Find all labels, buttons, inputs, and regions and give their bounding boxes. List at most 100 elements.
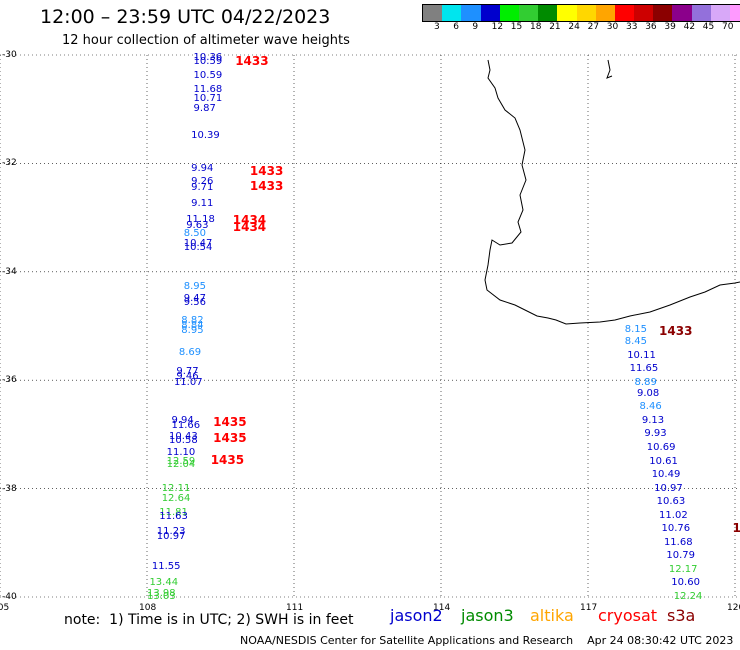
wave-height-value: 12.17 — [668, 563, 698, 575]
wave-height-value: 10.11 — [627, 349, 656, 361]
color-swatch — [442, 5, 462, 21]
wave-height-value: 10.36 — [193, 51, 223, 63]
longitude-label: 120 — [727, 603, 740, 613]
wave-height-value: 10.49 — [651, 469, 681, 481]
wave-height-value: 10.69 — [646, 441, 676, 453]
pass-time-label: 1433 — [732, 520, 740, 535]
graticule — [0, 54, 740, 598]
color-legend-label: 21 — [549, 22, 561, 32]
longitude-label: 117 — [580, 603, 598, 613]
color-legend-label: 39 — [664, 22, 676, 32]
color-legend-label: 70 — [722, 22, 734, 32]
latitude-label: -34 — [2, 266, 17, 277]
wave-height-value: 9.63 — [186, 219, 209, 231]
wave-height-value: 11.55 — [151, 561, 181, 573]
wave-height-value: 11.68 — [663, 536, 693, 548]
longitude-label: 111 — [286, 603, 304, 613]
pass-time-label: 1434 — [232, 212, 267, 227]
wave-height-value: 10.59 — [193, 69, 223, 81]
footnote: note: 1) Time is in UTC; 2) SWH is in fe… — [64, 612, 354, 628]
wave-height-value: 13.03 — [147, 591, 176, 602]
latitude-label: -38 — [2, 483, 17, 494]
color-swatch — [538, 5, 558, 21]
wave-height-value: 12.04 — [166, 459, 196, 471]
longitude-label: 105 — [0, 603, 10, 613]
credit-line: NOAA/NESDIS Center for Satellite Applica… — [240, 634, 734, 647]
pass-time-label: 1435 — [213, 414, 247, 429]
pass-time-label: 1435 — [210, 452, 245, 467]
wave-height-value: 11.02 — [659, 509, 688, 521]
color-legend-label: 33 — [626, 22, 638, 32]
coastline-inlet — [606, 59, 613, 79]
wave-height-value: 9.56 — [183, 297, 207, 309]
color-legend-label: 6 — [453, 22, 459, 32]
pass-time-label: 1433 — [235, 54, 269, 69]
wave-height-value: 9.87 — [193, 103, 216, 115]
color-legend-label: 18 — [530, 22, 542, 32]
color-swatch — [480, 5, 500, 21]
color-swatch — [518, 5, 539, 21]
wave-height-value: 8.89 — [634, 376, 657, 388]
color-legend-label: 27 — [587, 22, 600, 32]
color-legend-label: 12 — [491, 22, 504, 32]
page-subtitle: 12 hour collection of altimeter wave hei… — [62, 33, 350, 48]
color-swatch — [672, 5, 692, 21]
wave-height-value: 10.97 — [156, 531, 186, 543]
latitude-label: -30 — [2, 50, 17, 60]
coastline — [484, 59, 740, 325]
wave-height-value: 9.46 — [176, 371, 199, 383]
wave-height-value: 8.84 — [181, 320, 204, 331]
wave-height-value: 9.94 — [171, 414, 194, 426]
wave-height-value: 10.71 — [193, 93, 223, 105]
pass-time-label: 1434 — [232, 219, 267, 234]
satellite-legend-altika: altika — [530, 606, 574, 625]
latitude-label: -32 — [2, 158, 17, 169]
color-legend-label: 3 — [434, 22, 440, 32]
wave-height-value: 9.11 — [191, 198, 214, 210]
color-legend-label: 24 — [568, 22, 580, 32]
color-legend-bar — [422, 4, 740, 22]
wave-height-value: 12.24 — [673, 591, 703, 602]
wave-height-value: 9.08 — [637, 387, 660, 399]
wave-height-value: 11.81 — [159, 506, 188, 518]
wave-height-value: 12.11 — [161, 482, 191, 494]
wave-height-value: 10.60 — [671, 577, 700, 589]
color-swatch — [634, 5, 654, 21]
wave-height-value: 9.47 — [183, 292, 207, 304]
color-legend-label: 30 — [606, 22, 619, 32]
latitude-label: -40 — [2, 592, 17, 602]
wave-height-value: 8.95 — [181, 325, 204, 337]
color-swatch — [614, 5, 635, 21]
wave-height-value: 11.68 — [193, 84, 223, 96]
wave-height-value: 8.15 — [624, 324, 648, 336]
color-swatch — [691, 5, 711, 21]
color-swatch — [730, 5, 740, 21]
wave-height-value: 10.61 — [649, 455, 678, 467]
wave-height-value: 9.71 — [191, 181, 214, 193]
wave-height-value: 8.50 — [183, 227, 207, 239]
wave-height-value: 10.79 — [666, 550, 696, 562]
color-legend-label: 15 — [510, 22, 523, 32]
wave-height-value: 8.46 — [639, 401, 662, 413]
pass-time-label: 1433 — [249, 179, 284, 194]
wave-height-value: 13.44 — [149, 577, 179, 589]
color-swatch — [653, 5, 673, 21]
color-swatch — [595, 5, 615, 21]
page-title: 12:00 – 23:59 UTC 04/22/2023 — [40, 6, 331, 28]
color-swatch — [423, 5, 443, 21]
satellite-legend-cryosat: cryosat — [598, 606, 658, 625]
longitude-label: 108 — [139, 603, 157, 613]
wave-height-value: 10.54 — [183, 242, 213, 254]
wave-height-value: 10.63 — [656, 496, 686, 508]
wave-height-value: 12.59 — [166, 455, 196, 467]
wave-height-value: 12.64 — [161, 493, 191, 505]
wave-height-value: 9.93 — [644, 428, 667, 440]
color-swatch — [557, 5, 577, 21]
wave-height-value: 11.10 — [166, 447, 196, 459]
wave-height-value: 11.66 — [171, 420, 201, 432]
satellite-legend-jason2: jason2 — [390, 606, 443, 625]
pass-time-label: 1433 — [249, 163, 284, 178]
wave-height-value: 11.65 — [629, 363, 659, 375]
latitude-label: -36 — [2, 375, 17, 386]
color-swatch — [461, 5, 481, 21]
